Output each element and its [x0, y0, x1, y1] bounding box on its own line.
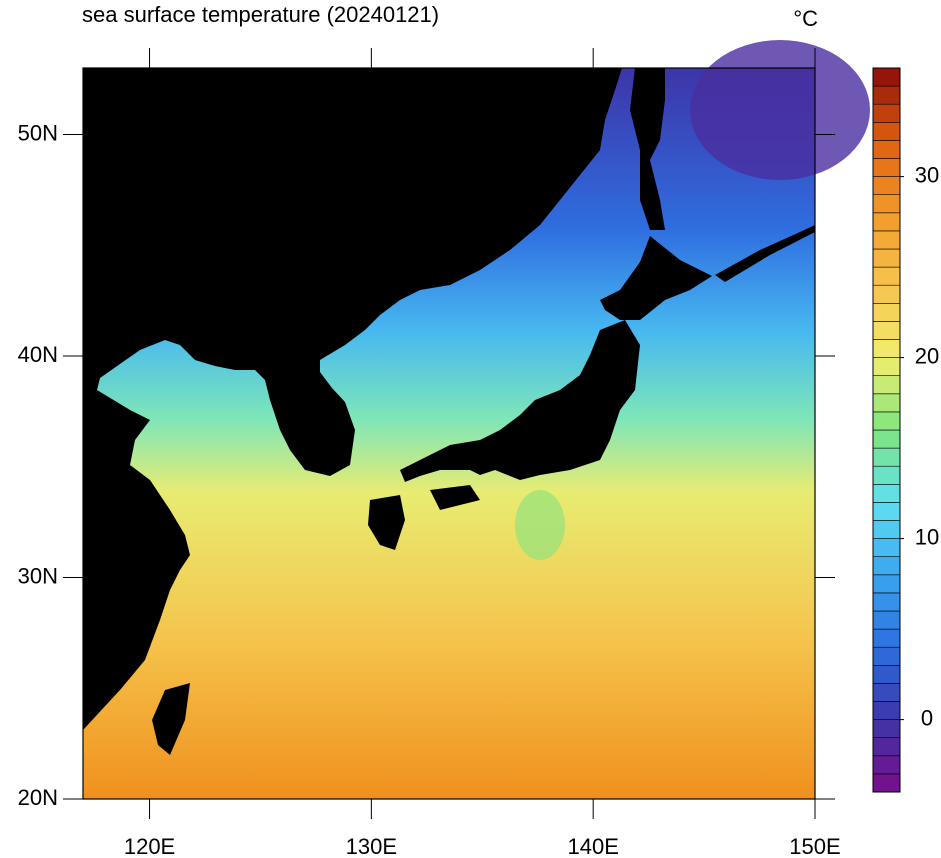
colorbar-box — [872, 610, 901, 630]
colorbar-tick-label: 30 — [915, 162, 939, 187]
colorbar-box — [872, 773, 901, 793]
y-tick-label: 40N — [18, 342, 58, 367]
colorbar-box — [872, 719, 901, 738]
x-tick-label: 150E — [789, 834, 840, 858]
y-tick-label: 50N — [18, 120, 58, 145]
colorbar-box — [872, 284, 901, 304]
colorbar-box — [872, 194, 901, 214]
colorbar-tick-label: 20 — [915, 343, 939, 368]
y-tick-label: 20N — [18, 785, 58, 810]
colorbar-box — [872, 628, 901, 648]
y-tick-label: 30N — [18, 563, 58, 588]
x-tick-label: 120E — [124, 834, 175, 858]
colorbar-box — [872, 339, 901, 358]
colorbar-box — [872, 140, 901, 159]
colorbar-box — [872, 483, 901, 503]
colorbar-box — [872, 701, 901, 720]
colorbar-box — [872, 158, 901, 177]
colorbar-tick-label: 0 — [921, 705, 933, 730]
map-frame — [82, 67, 816, 800]
colorbar-box — [872, 85, 901, 105]
colorbar-box — [872, 230, 901, 250]
x-tick-label: 140E — [567, 834, 618, 858]
colorbar-frame — [872, 67, 901, 793]
colorbar-box — [872, 176, 901, 196]
colorbar-box — [872, 266, 901, 286]
colorbar-box — [872, 664, 901, 684]
colorbar-box — [872, 574, 901, 594]
colorbar-box — [872, 465, 901, 485]
colorbar-box — [872, 737, 901, 757]
colorbar-box — [872, 321, 901, 340]
colorbar-box — [872, 538, 901, 557]
colorbar-box — [872, 212, 901, 232]
colorbar-tick-label: 10 — [915, 524, 939, 549]
colorbar-box — [872, 375, 901, 395]
colorbar-box — [872, 357, 901, 377]
colorbar-box — [872, 556, 901, 576]
colorbar-box — [872, 755, 901, 775]
x-tick-label: 130E — [346, 834, 397, 858]
colorbar-box — [872, 103, 901, 123]
unit-label: °C — [793, 6, 818, 31]
colorbar-box — [872, 592, 901, 612]
colorbar-box — [872, 520, 901, 539]
cool-eddy — [515, 490, 565, 560]
land — [83, 68, 815, 755]
map-area — [82, 40, 870, 800]
title: sea surface temperature (20240121) — [82, 2, 439, 27]
colorbar-box — [872, 429, 901, 449]
colorbar-box — [872, 302, 901, 322]
colorbar-box — [872, 67, 901, 87]
colorbar-box — [872, 447, 901, 467]
colorbar-box — [872, 248, 901, 268]
colorbar-box — [872, 393, 901, 413]
colorbar-box — [872, 683, 901, 702]
colorbar-box — [872, 122, 901, 141]
colorbar-box — [872, 646, 901, 666]
colorbar-box — [872, 502, 901, 521]
cold-region — [690, 40, 870, 180]
colorbar-box — [872, 411, 901, 431]
